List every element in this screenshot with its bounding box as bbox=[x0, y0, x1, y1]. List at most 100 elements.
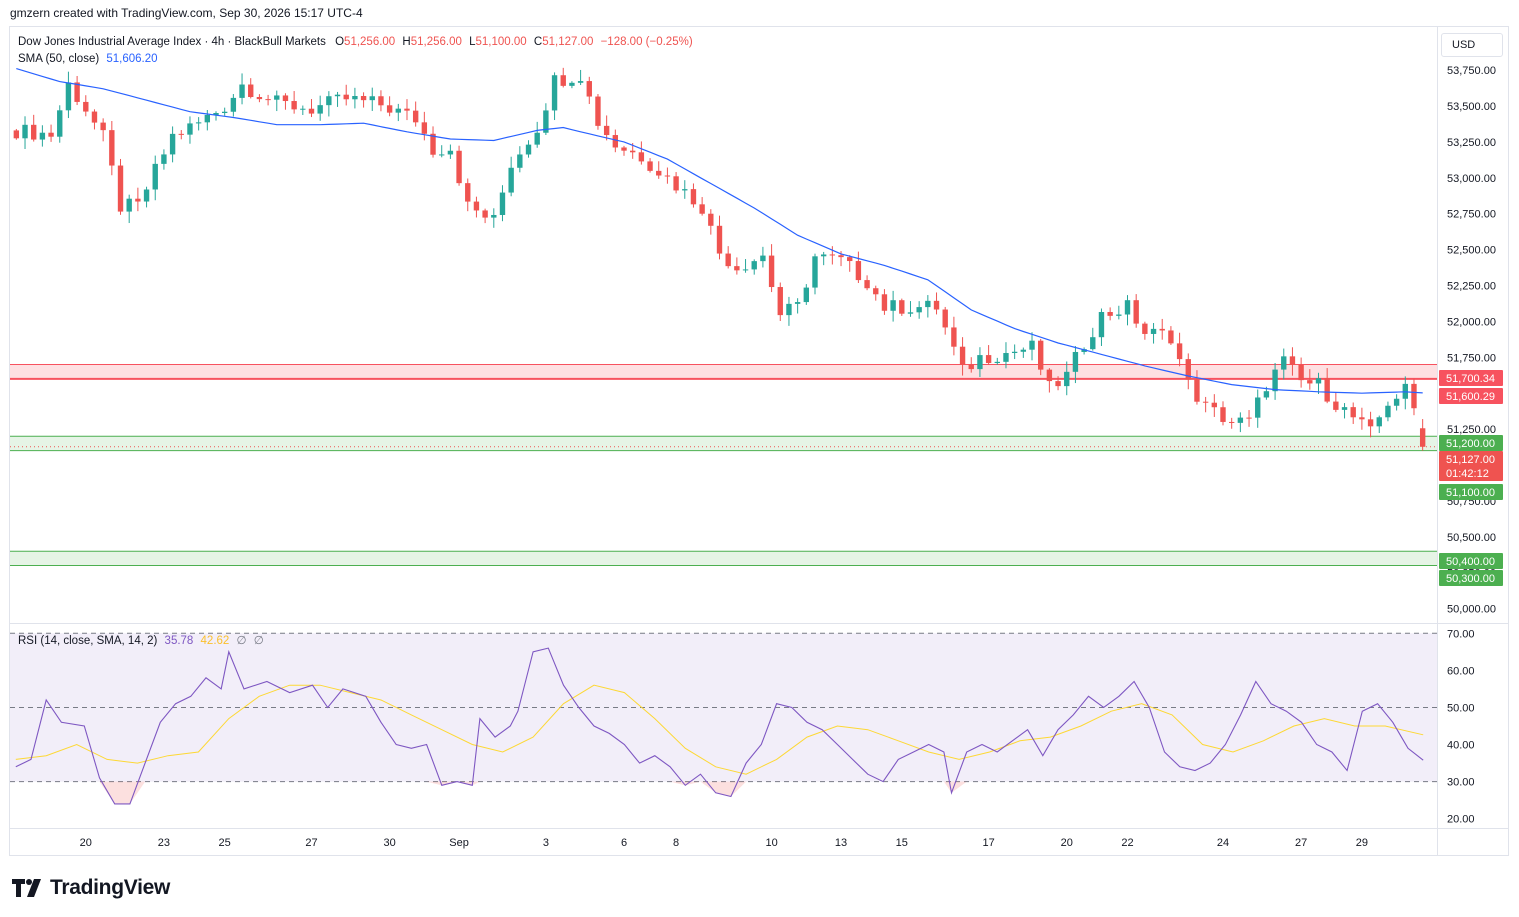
price-tick-label: 53,500.00 bbox=[1447, 101, 1496, 113]
rsi-oversold-fill bbox=[472, 781, 480, 786]
candle-body bbox=[404, 108, 410, 111]
candle-body bbox=[1376, 417, 1382, 427]
rsi-label[interactable]: RSI (14, close, SMA, 14, 2) bbox=[18, 635, 158, 647]
candle-body bbox=[178, 133, 184, 135]
candle-body bbox=[994, 361, 1000, 364]
candle-body bbox=[725, 253, 731, 267]
rsi-tick-label: 50.00 bbox=[1447, 702, 1475, 714]
candle-body bbox=[656, 170, 662, 176]
rsi-line bbox=[15, 647, 1424, 805]
candle-body bbox=[612, 135, 619, 148]
open-label: O bbox=[335, 36, 345, 48]
rsi-oversold-fill bbox=[670, 781, 686, 786]
candle-body bbox=[117, 165, 124, 212]
candle-body bbox=[951, 327, 957, 347]
candle-body bbox=[1281, 356, 1287, 370]
time-tick-label: 10 bbox=[765, 837, 777, 849]
price-tick-label: 52,250.00 bbox=[1447, 281, 1496, 293]
chart-frame bbox=[9, 26, 1509, 856]
rsi-value: 35.78 bbox=[164, 635, 194, 647]
rsi-layer bbox=[15, 647, 1424, 805]
candle-body bbox=[977, 355, 983, 370]
candle-body bbox=[1263, 391, 1270, 398]
candle-body bbox=[751, 261, 757, 270]
candle-body bbox=[551, 75, 558, 111]
candles-layer bbox=[13, 67, 1426, 451]
low-value: 51,100.00 bbox=[475, 36, 527, 48]
candle-body bbox=[317, 105, 323, 114]
candle-body bbox=[864, 280, 870, 289]
candle-body bbox=[239, 84, 245, 98]
candle-body bbox=[803, 287, 810, 303]
high-value: 51,256.00 bbox=[410, 36, 462, 48]
price-label-bg bbox=[1439, 388, 1503, 404]
candle-body bbox=[465, 183, 471, 202]
sma-value: 51,606.20 bbox=[106, 53, 158, 65]
candle-body bbox=[39, 132, 46, 140]
candle-body bbox=[1011, 351, 1018, 354]
candle-body bbox=[386, 105, 393, 113]
time-tick-label: 22 bbox=[1121, 837, 1133, 849]
candle-body bbox=[48, 132, 54, 137]
time-tick-label: Sep bbox=[449, 837, 469, 849]
price-label-text: 51,127.00 bbox=[1446, 454, 1495, 466]
time-tick-label: 6 bbox=[621, 837, 627, 849]
time-tick-label: 20 bbox=[1061, 837, 1073, 849]
candle-body bbox=[326, 96, 332, 106]
currency-button[interactable]: USD bbox=[1441, 33, 1503, 57]
rsi-tick-label: 70.00 bbox=[1447, 628, 1475, 640]
candle-body bbox=[1411, 383, 1417, 409]
candle-body bbox=[300, 108, 306, 110]
candle-body bbox=[74, 82, 80, 102]
candle-body bbox=[1315, 378, 1322, 384]
candle-body bbox=[1064, 371, 1070, 387]
price-label-text: 51,600.29 bbox=[1446, 391, 1495, 403]
candle-body bbox=[1150, 328, 1157, 334]
candle-body bbox=[187, 123, 193, 135]
candle-body bbox=[1385, 405, 1391, 418]
candle-body bbox=[829, 254, 836, 256]
candle-body bbox=[820, 254, 827, 257]
candle-body bbox=[343, 94, 349, 100]
tradingview-logo[interactable]: TradingView bbox=[12, 876, 170, 900]
candle-body bbox=[881, 294, 888, 311]
change-value: −128.00 (−0.25%) bbox=[600, 36, 693, 48]
candle-body bbox=[491, 214, 497, 218]
time-tick-label: 27 bbox=[1295, 837, 1307, 849]
rsi-extra-2: ∅ bbox=[253, 635, 264, 647]
candle-body bbox=[1107, 312, 1113, 316]
candle-body bbox=[560, 75, 566, 86]
candle-body bbox=[57, 110, 63, 137]
tradingview-logo-icon bbox=[12, 879, 41, 897]
candle-body bbox=[126, 198, 132, 212]
rsi-legend: RSI (14, close, SMA, 14, 2) 35.78 42.62 … bbox=[18, 633, 264, 647]
time-tick-label: 17 bbox=[982, 837, 994, 849]
sma-label[interactable]: SMA (50, close) bbox=[18, 53, 100, 65]
candle-body bbox=[855, 261, 862, 281]
price-tick-label: 51,250.00 bbox=[1447, 424, 1496, 436]
candle-body bbox=[742, 269, 749, 271]
candle-body bbox=[1159, 328, 1165, 331]
symbol-title[interactable]: Dow Jones Industrial Average Index · 4h … bbox=[18, 36, 326, 48]
candle-body bbox=[473, 201, 480, 211]
price-label-text: 50,300.00 bbox=[1446, 573, 1495, 585]
time-tick-label: 23 bbox=[158, 837, 170, 849]
candle-body bbox=[603, 125, 610, 136]
candle-body bbox=[1228, 421, 1235, 423]
candle-body bbox=[308, 108, 315, 114]
candle-body bbox=[629, 150, 636, 153]
candle-body bbox=[447, 150, 454, 155]
price-label-bg bbox=[1439, 451, 1503, 481]
candle-body bbox=[1367, 419, 1374, 427]
rsi-oversold-fill bbox=[114, 781, 130, 804]
price-tick-label: 53,250.00 bbox=[1447, 137, 1496, 149]
price-tick-label: 50,000.00 bbox=[1447, 604, 1496, 616]
price-label-bg bbox=[1439, 484, 1503, 500]
candle-body bbox=[812, 256, 818, 288]
candle-body bbox=[482, 210, 488, 218]
candle-body bbox=[143, 189, 150, 202]
candle-body bbox=[690, 189, 697, 205]
candle-body bbox=[768, 255, 775, 288]
candle-body bbox=[847, 257, 853, 262]
